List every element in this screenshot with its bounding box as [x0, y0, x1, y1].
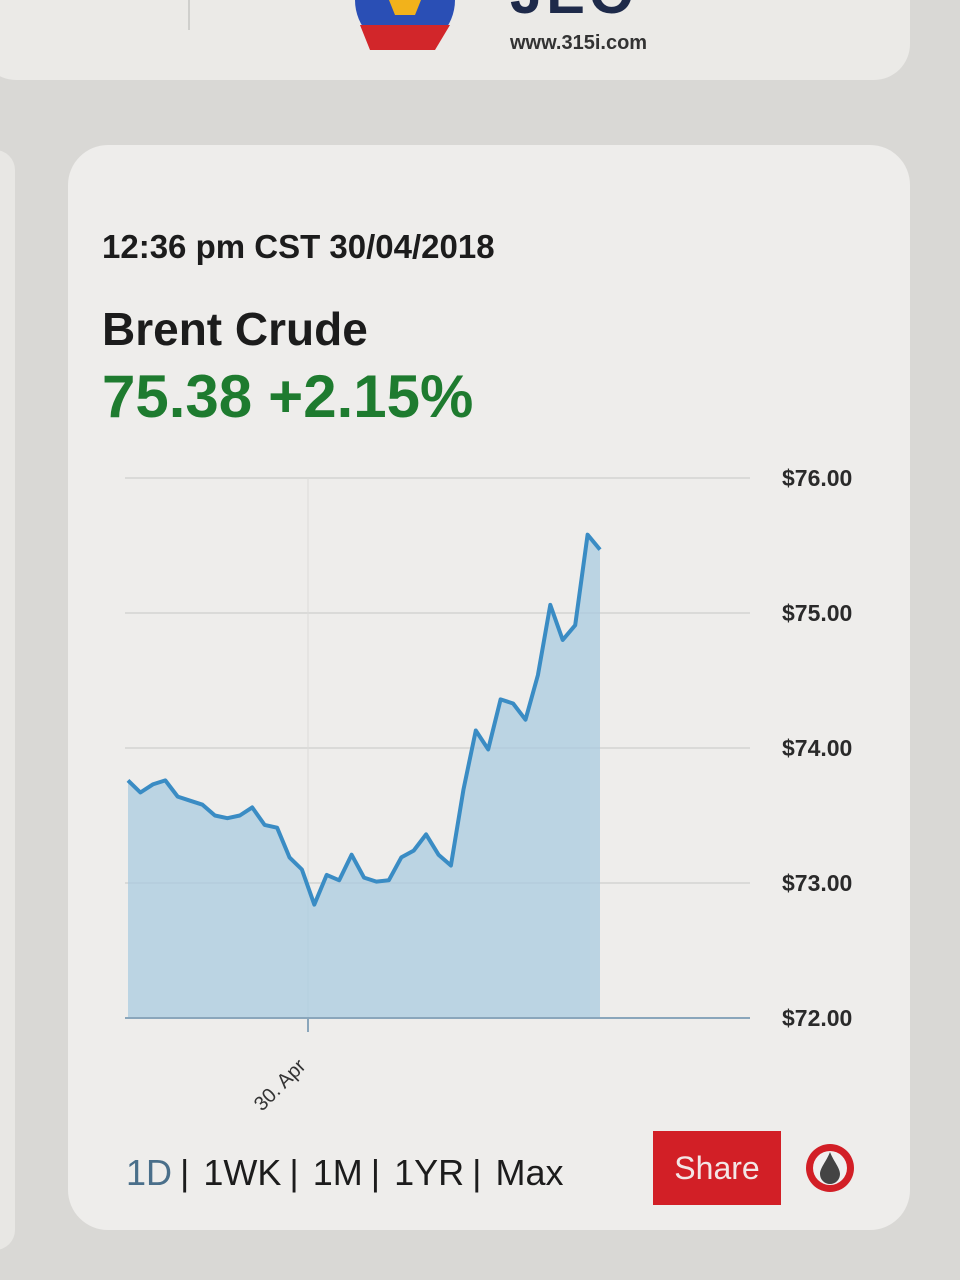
y-tick-label: $73.00	[782, 870, 852, 896]
y-tick-label: $75.00	[782, 600, 852, 626]
y-tick-label: $76.00	[782, 465, 852, 491]
x-tick-label: 30. Apr	[250, 1055, 311, 1116]
oil-drop-icon[interactable]	[806, 1144, 854, 1192]
range-max[interactable]: Max	[495, 1152, 564, 1193]
header-card	[0, 0, 910, 80]
separator: |	[370, 1152, 381, 1193]
range-1yr[interactable]: 1YR	[394, 1152, 465, 1193]
price-row: 75.38 +2.15%	[102, 362, 489, 431]
divider	[188, 0, 190, 30]
separator: |	[289, 1152, 299, 1193]
side-card	[0, 150, 15, 1250]
separator: |	[180, 1152, 190, 1193]
y-tick-label: $72.00	[782, 1005, 852, 1031]
y-tick-label: $74.00	[782, 735, 852, 761]
separator: |	[472, 1152, 482, 1193]
share-button[interactable]: Share	[653, 1131, 781, 1205]
range-1d[interactable]: 1D	[126, 1152, 173, 1193]
quote-card	[68, 145, 910, 1230]
price-value: 75.38	[102, 363, 253, 430]
timestamp: 12:36 pm CST 30/04/2018	[102, 228, 495, 265]
price-line	[126, 532, 602, 907]
range-selector: 1D | 1WK | 1M | 1YR | Max	[126, 1152, 564, 1194]
logo-text: JEO	[510, 0, 638, 27]
price-change: +2.15%	[268, 363, 474, 430]
commodity-name: Brent Crude	[102, 303, 368, 355]
site-logo	[355, 0, 455, 50]
area-fill	[128, 534, 600, 1018]
range-1m[interactable]: 1M	[312, 1152, 363, 1193]
range-1wk[interactable]: 1WK	[203, 1152, 282, 1193]
logo-url[interactable]: www.315i.com	[510, 32, 648, 54]
